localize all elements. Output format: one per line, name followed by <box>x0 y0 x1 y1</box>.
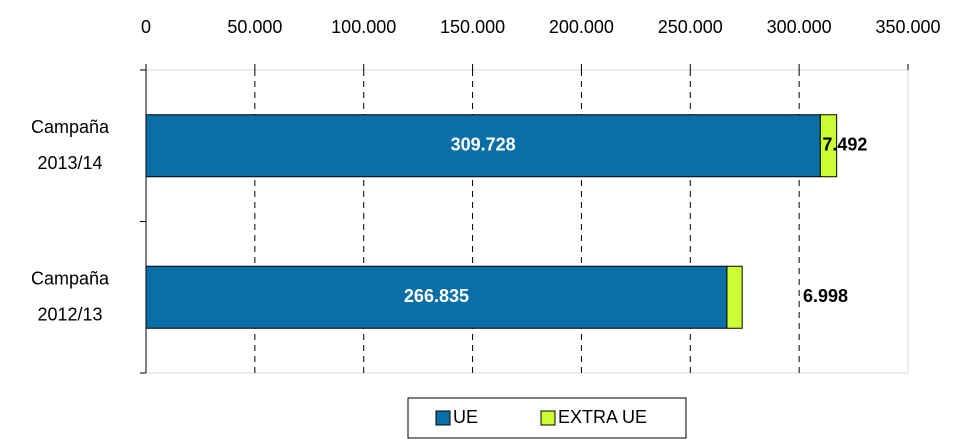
data-label: 309.728 <box>451 135 516 155</box>
x-tick-label: 0 <box>141 17 151 37</box>
data-label: 266.835 <box>404 286 469 306</box>
legend-box <box>407 397 687 439</box>
data-label: 7.492 <box>822 135 867 155</box>
x-tick-label: 250.000 <box>658 17 723 37</box>
legend-swatch <box>540 410 556 426</box>
x-tick-label: 350.000 <box>875 17 940 37</box>
legend-swatch <box>435 410 451 426</box>
x-tick-label: 100.000 <box>331 17 396 37</box>
bar-segment <box>726 265 743 329</box>
legend-label: UE <box>453 407 478 427</box>
data-label: 6.998 <box>803 286 848 306</box>
x-tick-label: 200.000 <box>549 17 614 37</box>
x-tick-label: 300.000 <box>767 17 832 37</box>
legend-label: EXTRA UE <box>558 407 647 427</box>
y-tick-label: Campaña 2013/14 <box>31 117 110 173</box>
bar-segment <box>145 114 821 178</box>
y-tick-label: Campaña 2012/13 <box>31 268 110 324</box>
x-tick-label: 50.000 <box>227 17 282 37</box>
bar-segment <box>145 265 728 329</box>
bar-segment <box>819 114 838 178</box>
x-tick-label: 150.000 <box>440 17 505 37</box>
